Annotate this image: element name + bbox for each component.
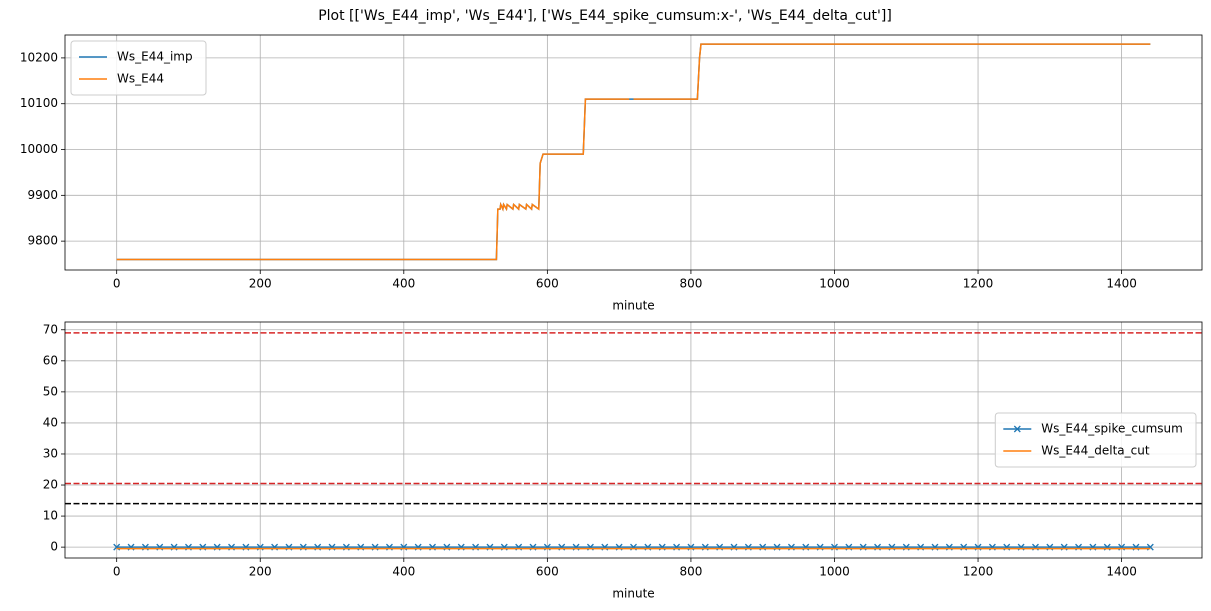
axes-frame bbox=[64, 34, 1203, 271]
y-tick-label: 10100 bbox=[20, 96, 58, 110]
x-tick-label: 800 bbox=[679, 277, 702, 291]
y-tick-label: 9900 bbox=[27, 188, 58, 202]
legend-label: Ws_E44_spike_cumsum bbox=[1041, 422, 1183, 436]
x-tick-label: 800 bbox=[679, 565, 702, 579]
x-tick-label: 1200 bbox=[963, 277, 994, 291]
legend-label: Ws_E44_imp bbox=[117, 50, 193, 64]
y-tick-label: 10 bbox=[43, 509, 58, 523]
x-tick-label: 400 bbox=[392, 565, 415, 579]
x-tick-label: 400 bbox=[392, 277, 415, 291]
x-tick-label: 600 bbox=[536, 277, 559, 291]
x-tick-label: 0 bbox=[113, 565, 121, 579]
x-tick-label: 600 bbox=[536, 565, 559, 579]
y-tick-label: 0 bbox=[50, 540, 58, 554]
x-axis-label: minute bbox=[612, 587, 654, 601]
axes-frame bbox=[64, 321, 1203, 559]
x-tick-label: 1200 bbox=[963, 565, 994, 579]
y-tick-label: 10200 bbox=[20, 50, 58, 64]
x-tick-label: 1400 bbox=[1106, 277, 1137, 291]
y-tick-label: 30 bbox=[43, 446, 58, 460]
series-line bbox=[116, 43, 1151, 261]
x-tick-label: 200 bbox=[249, 565, 272, 579]
legend-marker bbox=[1013, 425, 1021, 433]
series-line bbox=[116, 43, 1151, 261]
y-tick-label: 40 bbox=[43, 415, 58, 429]
y-tick-label: 60 bbox=[43, 353, 58, 367]
legend-label: Ws_E44_delta_cut bbox=[1041, 444, 1150, 458]
y-tick-label: 20 bbox=[43, 478, 58, 492]
legend-box bbox=[70, 40, 207, 96]
plot-area bbox=[116, 43, 1151, 261]
x-tick-label: 1000 bbox=[819, 565, 850, 579]
y-tick-label: 9800 bbox=[27, 234, 58, 248]
y-tick-label: 70 bbox=[43, 322, 58, 336]
x-tick-label: 0 bbox=[113, 277, 121, 291]
x-tick-label: 1000 bbox=[819, 277, 850, 291]
legend-label: Ws_E44 bbox=[117, 72, 164, 86]
y-tick-label: 50 bbox=[43, 384, 58, 398]
x-tick-label: 1400 bbox=[1106, 565, 1137, 579]
x-axis-label: minute bbox=[612, 299, 654, 313]
y-tick-label: 10000 bbox=[20, 142, 58, 156]
figure-title: Plot [['Ws_E44_imp', 'Ws_E44'], ['Ws_E44… bbox=[318, 8, 892, 24]
x-tick-label: 200 bbox=[249, 277, 272, 291]
plot-area bbox=[65, 332, 1202, 551]
legend-box bbox=[994, 412, 1197, 468]
